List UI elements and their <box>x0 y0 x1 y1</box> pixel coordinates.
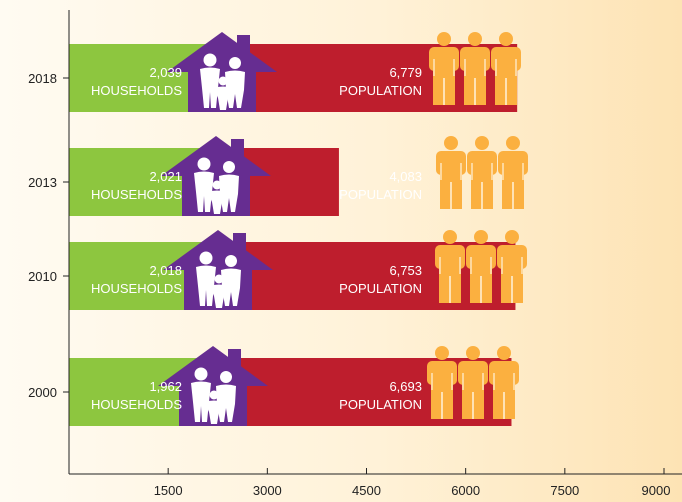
population-label-2010: POPULATION <box>339 281 422 296</box>
population-value-2013: 4,083 <box>389 169 422 184</box>
households-value-2018: 2,039 <box>149 65 182 80</box>
people-group-icon-2010 <box>435 230 527 303</box>
x-tick-label-7500: 7500 <box>550 483 579 498</box>
population-value-2000: 6,693 <box>389 379 422 394</box>
people-group-icon-2013 <box>436 136 528 209</box>
population-value-2010: 6,753 <box>389 263 422 278</box>
population-label-2013: POPULATION <box>339 187 422 202</box>
people-group-icon-2018 <box>429 32 521 105</box>
population-label-2018: POPULATION <box>339 83 422 98</box>
x-tick-label-9000: 9000 <box>642 483 671 498</box>
family-house-icon-2018 <box>167 32 277 112</box>
population-value-2018: 6,779 <box>389 65 422 80</box>
category-label-2013: 2013 <box>28 175 57 190</box>
population-label-2000: POPULATION <box>339 397 422 412</box>
households-label-2010: HOUSEHOLDS <box>91 281 182 296</box>
x-tick-label-6000: 6000 <box>451 483 480 498</box>
households-value-2013: 2,021 <box>149 169 182 184</box>
category-label-2000: 2000 <box>28 385 57 400</box>
family-house-icon-2010 <box>163 230 273 310</box>
category-label-2010: 2010 <box>28 269 57 284</box>
households-value-2000: 1,962 <box>149 379 182 394</box>
households-label-2013: HOUSEHOLDS <box>91 187 182 202</box>
icons-layer <box>158 32 528 426</box>
households-label-2018: HOUSEHOLDS <box>91 83 182 98</box>
x-tick-label-1500: 1500 <box>154 483 183 498</box>
axes-layer: 2018 2013 2010 2000 1500 3000 4500 6000 7500 9000 <box>28 10 682 498</box>
people-group-icon-2000 <box>427 346 519 419</box>
x-tick-label-3000: 3000 <box>253 483 282 498</box>
category-label-2018: 2018 <box>28 71 57 86</box>
x-tick-label-4500: 4500 <box>352 483 381 498</box>
households-label-2000: HOUSEHOLDS <box>91 397 182 412</box>
bar-labels-layer: 2,039 HOUSEHOLDS 6,779 POPULATION 2,021 HOUSE… <box>91 65 422 412</box>
family-house-icon-2000 <box>158 346 268 426</box>
households-value-2010: 2,018 <box>149 263 182 278</box>
family-house-icon-2013 <box>161 136 271 216</box>
